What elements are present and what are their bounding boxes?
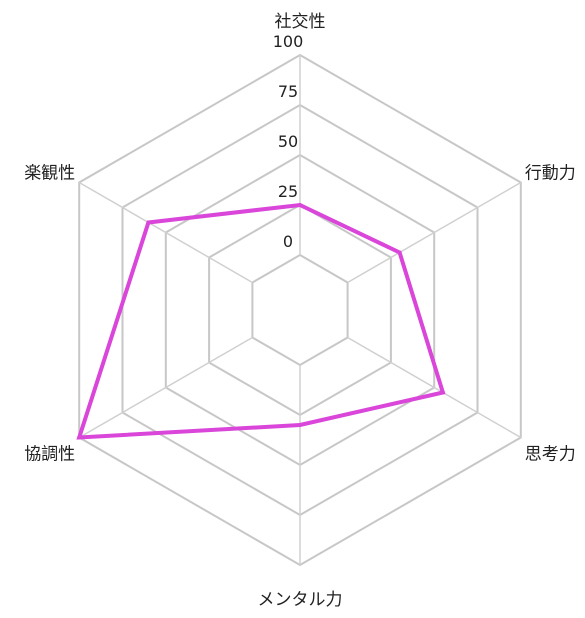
tick-layer: 0 25 50 75 100 [273, 32, 304, 251]
series-polygon-0 [76, 202, 446, 440]
axis-line-2 [347, 336, 522, 439]
axis-label-4: 協調性 [24, 445, 75, 465]
axis-line-5 [78, 181, 253, 284]
axis-line-4 [78, 336, 253, 439]
tick-label-25: 25 [278, 182, 298, 201]
tick-label-0: 0 [283, 232, 293, 251]
series-point-協調性 [77, 435, 82, 440]
axis-label-3: メンタル力 [258, 590, 343, 610]
series-point-楽観性 [146, 220, 151, 225]
series-layer [76, 202, 446, 440]
axis-line-1 [347, 181, 522, 284]
tick-label-100: 100 [273, 32, 304, 51]
axis-label-0: 社交性 [275, 12, 326, 32]
axis-label-1: 行動力 [525, 164, 576, 184]
series-point-メンタル力 [298, 423, 302, 427]
axis-label-5: 楽観性 [24, 164, 75, 184]
series-point-思考力 [440, 390, 445, 395]
axis-layer [78, 55, 522, 565]
axis-label-2: 思考力 [525, 445, 576, 465]
series-point-行動力 [397, 250, 402, 255]
series-point-社交性 [298, 203, 302, 207]
grid-ring-0 [251, 253, 349, 367]
tick-label-50: 50 [278, 132, 298, 151]
tick-label-75: 75 [278, 82, 298, 101]
